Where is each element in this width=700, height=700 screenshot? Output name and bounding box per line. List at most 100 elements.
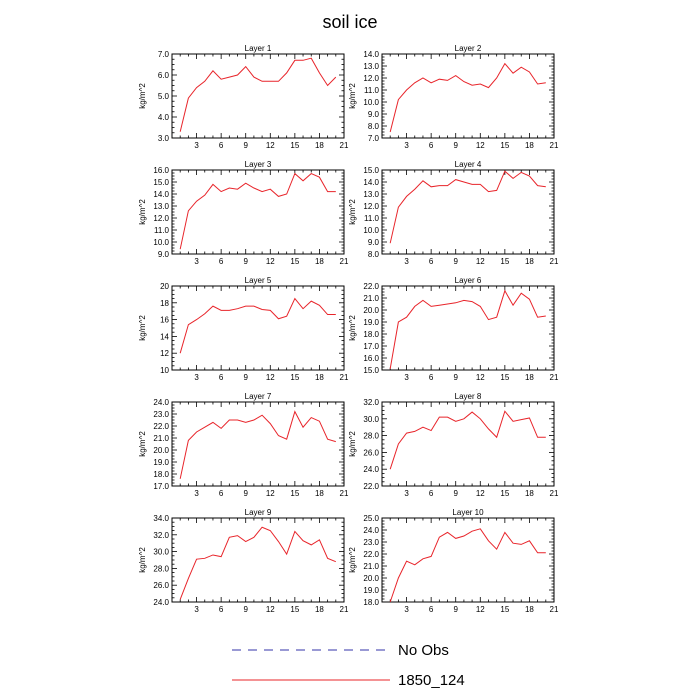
plot-frame: [171, 285, 345, 371]
y-tick-label: 8.0: [368, 250, 380, 259]
x-tick-label: 6: [429, 257, 434, 266]
x-tick-label: 18: [525, 605, 534, 614]
x-tick-label: 21: [550, 489, 559, 498]
y-tick-label: 30.0: [153, 548, 169, 557]
y-tick-label: 24.0: [153, 598, 169, 607]
panel-title: Layer 2: [455, 44, 482, 53]
x-tick-label: 18: [525, 141, 534, 150]
panel-title: Layer 6: [455, 276, 482, 285]
x-tick-label: 18: [525, 489, 534, 498]
plot-frame: [171, 53, 345, 139]
x-tick-label: 3: [404, 489, 409, 498]
x-tick-label: 3: [404, 605, 409, 614]
x-tick-label: 3: [194, 605, 199, 614]
y-tick-label: 17.0: [363, 342, 379, 351]
y-tick-label: 7.0: [158, 50, 170, 59]
y-tick-label: 7.0: [368, 134, 380, 143]
y-tick-label: 14.0: [153, 190, 169, 199]
y-tick-label: 3.0: [158, 134, 170, 143]
y-tick-label: 15.0: [363, 166, 379, 175]
x-tick-label: 15: [500, 489, 509, 498]
y-tick-label: 25.0: [363, 514, 379, 523]
x-tick-label: 21: [340, 605, 349, 614]
y-tick-label: 19.0: [153, 458, 169, 467]
y-tick-label: 32.0: [363, 398, 379, 407]
y-tick-label: 22.0: [153, 422, 169, 431]
panel-title: Layer 1: [245, 44, 272, 53]
x-tick-label: 21: [550, 257, 559, 266]
y-tick-label: 15.0: [363, 366, 379, 375]
y-tick-label: 14.0: [363, 178, 379, 187]
plot-frame: [381, 53, 555, 139]
y-tick-label: 13.0: [363, 190, 379, 199]
plot-frame: [381, 169, 555, 255]
y-tick-label: 30.0: [363, 415, 379, 424]
series-line-1850-124: [179, 172, 336, 250]
x-tick-label: 9: [243, 373, 248, 382]
x-tick-label: 6: [219, 373, 224, 382]
x-tick-label: 18: [525, 257, 534, 266]
y-tick-label: 16.0: [363, 354, 379, 363]
figure-title: soil ice: [322, 12, 377, 32]
x-tick-label: 9: [453, 489, 458, 498]
series-line-1850-124: [389, 289, 546, 369]
y-tick-label: 21.0: [153, 434, 169, 443]
y-tick-label: 10.0: [363, 98, 379, 107]
panel-layer-8: Layer 8 kg/m^2 3 6 9 12 15 18 21 22.0 24.0 26.0 28.0…: [348, 392, 559, 498]
y-tick-label: 9.0: [368, 238, 380, 247]
panel-layer-3: Layer 3 kg/m^2 3 6 9 12 15 18 21 9.0 10.0 11.0 12.0 1…: [138, 160, 349, 266]
y-axis-label: kg/m^2: [348, 431, 357, 457]
y-tick-label: 28.0: [153, 564, 169, 573]
x-tick-label: 12: [266, 605, 275, 614]
y-tick-label: 20: [160, 282, 169, 291]
y-tick-label: 15.0: [153, 178, 169, 187]
y-axis-label: kg/m^2: [138, 431, 147, 457]
x-tick-label: 6: [219, 141, 224, 150]
y-tick-label: 26.0: [363, 448, 379, 457]
x-tick-label: 3: [404, 373, 409, 382]
x-tick-label: 21: [550, 605, 559, 614]
x-tick-label: 9: [243, 605, 248, 614]
panel-title: Layer 10: [452, 508, 484, 517]
x-tick-label: 9: [453, 141, 458, 150]
x-tick-label: 21: [340, 257, 349, 266]
y-tick-label: 12.0: [363, 202, 379, 211]
legend-label-no-obs: No Obs: [398, 642, 449, 659]
x-tick-label: 12: [476, 605, 485, 614]
plot-frame: [171, 517, 345, 603]
x-tick-label: 12: [476, 489, 485, 498]
series-line-1850-124: [179, 297, 336, 354]
y-axis-label: kg/m^2: [138, 83, 147, 109]
y-axis-label: kg/m^2: [138, 199, 147, 225]
x-tick-label: 18: [315, 605, 324, 614]
y-tick-label: 16: [160, 316, 169, 325]
x-tick-label: 15: [290, 257, 299, 266]
x-tick-label: 6: [429, 141, 434, 150]
y-tick-label: 23.0: [153, 410, 169, 419]
x-tick-label: 6: [219, 605, 224, 614]
x-tick-label: 9: [243, 489, 248, 498]
x-tick-label: 15: [290, 605, 299, 614]
y-tick-label: 34.0: [153, 514, 169, 523]
x-tick-label: 15: [290, 489, 299, 498]
x-tick-label: 18: [315, 373, 324, 382]
y-tick-label: 18: [160, 299, 169, 308]
series-line-1850-124: [389, 528, 546, 603]
x-tick-label: 12: [476, 373, 485, 382]
y-tick-label: 16.0: [153, 166, 169, 175]
y-tick-label: 24.0: [363, 526, 379, 535]
y-tick-label: 11.0: [364, 86, 380, 95]
x-tick-label: 6: [219, 257, 224, 266]
x-tick-label: 21: [340, 141, 349, 150]
x-tick-label: 9: [453, 257, 458, 266]
x-tick-label: 15: [500, 141, 509, 150]
x-tick-label: 6: [429, 373, 434, 382]
panel-layer-9: Layer 9 kg/m^2 3 6 9 12 15 18 21 24.0 26.0 28.0 30.0…: [138, 508, 349, 614]
x-tick-label: 15: [290, 141, 299, 150]
panel-grid: Layer 1kg/m^23 6 9 12 15 18 213.04.05.06.07.0L…: [138, 44, 559, 614]
x-tick-label: 12: [266, 489, 275, 498]
y-tick-label: 5.0: [158, 92, 170, 101]
y-tick-label: 24.0: [153, 398, 169, 407]
y-tick-label: 18.0: [363, 598, 379, 607]
y-tick-label: 20.0: [363, 574, 379, 583]
